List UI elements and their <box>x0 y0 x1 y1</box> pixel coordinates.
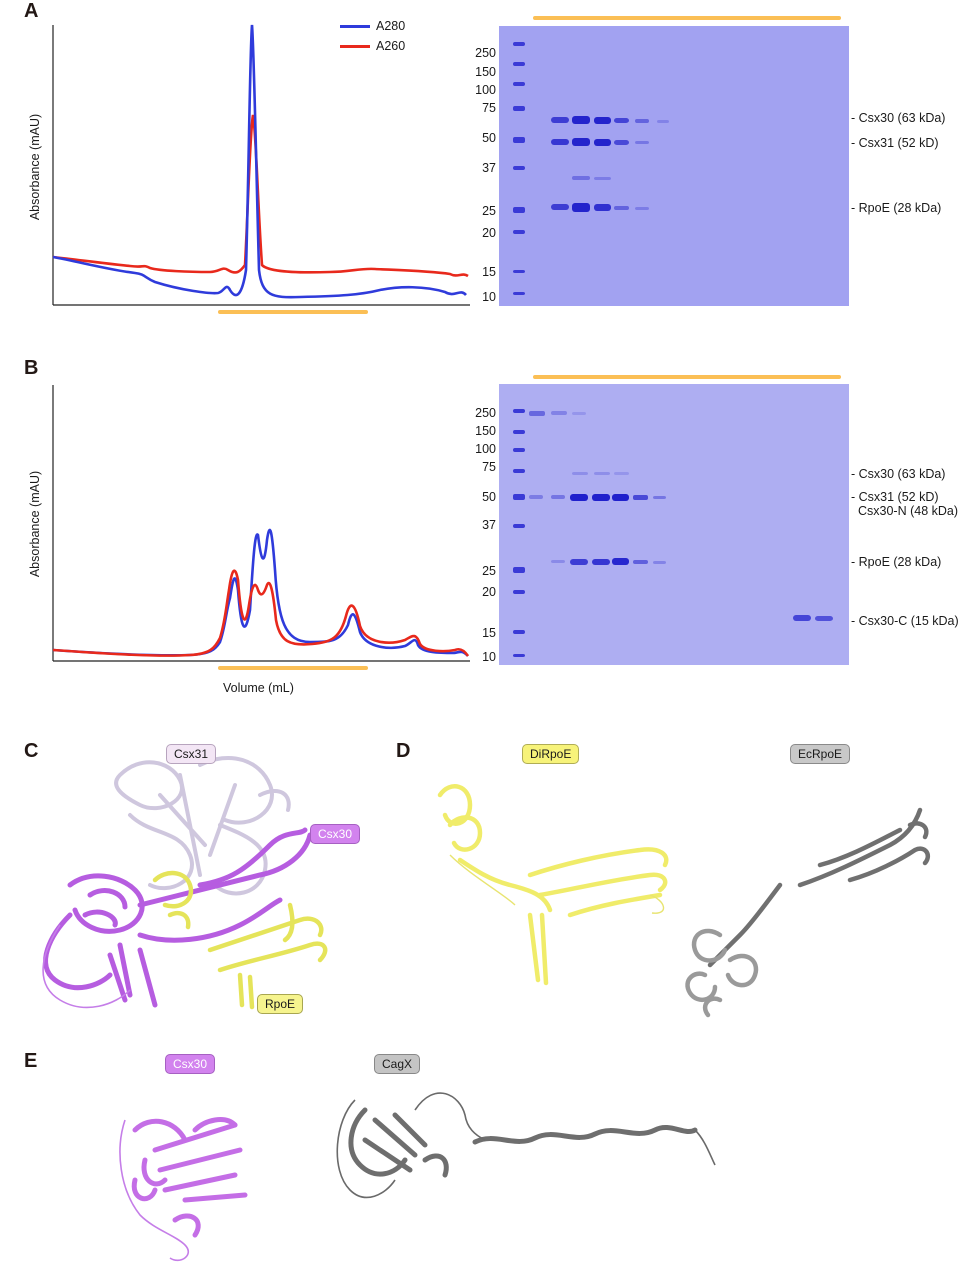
panel-b-x-axis-label: Volume (mL) <box>223 681 294 695</box>
panel-a-a280-trace <box>52 24 467 299</box>
mw-150: 150 <box>475 65 496 79</box>
panel-b-label-csx31: - Csx31 (52 kD) <box>851 490 939 504</box>
chip-dirpoe: DiRpoE <box>522 744 580 764</box>
panel-a-band-rpoe <box>551 203 649 212</box>
legend-a260: A260 <box>340 36 405 56</box>
panel-b-fraction-bar-chrom <box>218 666 368 670</box>
mw-100: 100 <box>475 442 496 456</box>
mw-20: 20 <box>482 585 496 599</box>
mw-250: 250 <box>475 406 496 420</box>
panel-b-ladder <box>513 409 525 657</box>
panel-b-y-axis-label: Absorbance (mAU) <box>28 470 42 578</box>
legend-a260-label: A260 <box>376 39 406 53</box>
panel-b-a260-trace <box>52 569 470 657</box>
chip-csx31: Csx31 <box>166 744 217 764</box>
panel-b-gel <box>499 384 849 665</box>
panel-a-band-csx31 <box>551 138 649 146</box>
panel-a-label-csx31: - Csx31 (52 kD) <box>851 136 939 150</box>
chip-ecrpoe: EcRpoE <box>790 744 851 764</box>
mw-150: 150 <box>475 424 496 438</box>
panel-a-ladder <box>513 42 525 295</box>
csx30-c-structure <box>131 1117 248 1238</box>
mw-75: 75 <box>482 460 496 474</box>
mw-25: 25 <box>482 564 496 578</box>
mw-50: 50 <box>482 490 496 504</box>
panel-b-chromatogram <box>52 385 470 662</box>
legend-a260-swatch <box>340 44 370 48</box>
panel-a-fraction-bar-chrom <box>218 310 368 314</box>
panel-b-label-csx30: - Csx30 (63 kDa) <box>851 467 946 481</box>
mw-10: 10 <box>482 290 496 304</box>
panel-b-band-top <box>529 411 586 416</box>
panel-b-fraction-bar-gel <box>533 375 841 379</box>
panel-d-letter: D <box>396 740 411 762</box>
panel-e-letter: E <box>24 1050 38 1072</box>
panel-b-band-csx30 <box>572 472 629 475</box>
panel-a-label-rpoe: - RpoE (28 kDa) <box>851 201 942 215</box>
mw-15: 15 <box>482 265 496 279</box>
mw-50: 50 <box>482 131 496 145</box>
mw-250: 250 <box>475 46 496 60</box>
panel-a-a260-trace <box>52 114 469 278</box>
panel-a-legend: A280 A260 <box>340 16 405 56</box>
chip-cagx: CagX <box>374 1054 421 1074</box>
panel-e-structures <box>119 1092 716 1262</box>
panel-b-band-rpoe <box>551 558 666 565</box>
csx31-structure <box>114 755 291 896</box>
panel-d-structures <box>437 784 931 1018</box>
csx30-c-thin-loop <box>119 1119 190 1262</box>
panel-c-letter: C <box>24 740 39 762</box>
panel-a-fraction-bar-gel <box>533 16 841 20</box>
legend-a280-swatch <box>340 24 370 28</box>
mw-75: 75 <box>482 101 496 115</box>
csx30-structure <box>43 827 313 1008</box>
rpoe-structure <box>152 870 328 1010</box>
panel-b-band-csx31 <box>529 494 666 501</box>
mw-37: 37 <box>482 518 496 532</box>
panel-b-label-csx30-n: Csx30-N (48 kDa) <box>858 504 959 518</box>
panel-b-letter: B <box>24 357 39 379</box>
csx30-thin-loop <box>42 924 131 1009</box>
cagx-thin-loop <box>336 1092 716 1199</box>
mw-37: 37 <box>482 161 496 175</box>
chip-rpoe: RpoE <box>257 994 304 1014</box>
cagx-structure <box>348 1107 698 1178</box>
panel-a-chromatogram <box>52 24 470 306</box>
mw-100: 100 <box>475 83 496 97</box>
ecrpoe-domain-2 <box>685 928 759 1018</box>
panel-c-structure <box>42 755 328 1010</box>
dirpoe-structure <box>437 784 669 986</box>
panel-a-label-csx30: - Csx30 (63 kDa) <box>851 111 946 125</box>
ecrpoe-structure <box>707 807 931 968</box>
panel-b-label-csx30-c: - Csx30-C (15 kDa) <box>851 614 959 628</box>
chip-csx30: Csx30 <box>310 824 361 844</box>
legend-a280: A280 <box>340 16 405 36</box>
dirpoe-thin-loop <box>449 854 665 914</box>
mw-15: 15 <box>482 626 496 640</box>
panel-b-label-rpoe: - RpoE (28 kDa) <box>851 555 942 569</box>
panel-a-gel <box>499 26 849 306</box>
chip-csx30-e: Csx30 <box>165 1054 216 1074</box>
mw-10: 10 <box>482 650 496 664</box>
mw-20: 20 <box>482 226 496 240</box>
panel-a-band-minor <box>572 176 611 180</box>
legend-a280-label: A280 <box>376 19 406 33</box>
panel-a-letter: A <box>24 0 39 22</box>
mw-25: 25 <box>482 204 496 218</box>
panel-a-y-axis-label: Absorbance (mAU) <box>28 113 42 221</box>
panel-b-band-csx30-c <box>793 615 833 621</box>
panel-a-band-csx30 <box>551 116 669 124</box>
